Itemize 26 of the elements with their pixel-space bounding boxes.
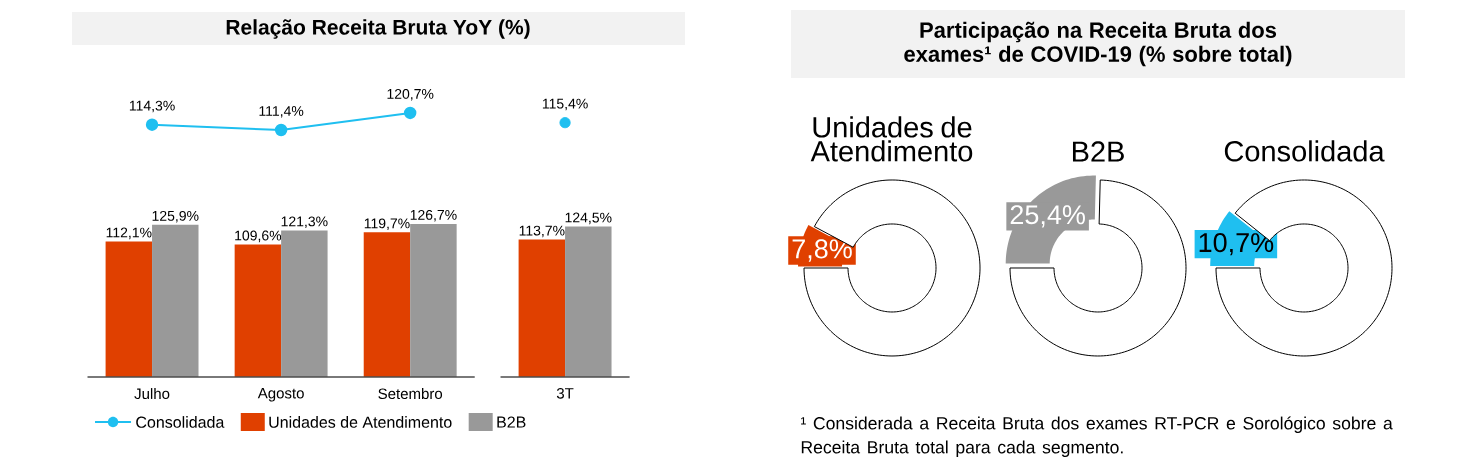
data-label: 121,3% bbox=[281, 216, 328, 229]
data-label: 120,7% bbox=[387, 88, 434, 101]
data-label: 109,6% bbox=[235, 230, 282, 243]
x-tick-label: Julho bbox=[134, 388, 170, 400]
legend-label: B2B bbox=[497, 416, 526, 428]
chart-title: Relação Receita Bruta YoY (%) bbox=[226, 19, 530, 39]
data-label: 114,3% bbox=[129, 100, 175, 113]
data-label: 111,4% bbox=[259, 106, 304, 118]
chart-title: Consolidada bbox=[1224, 140, 1385, 162]
data-label: 126,7% bbox=[410, 209, 457, 222]
x-tick-label: 3T bbox=[556, 388, 574, 399]
legend-label: Consolidada bbox=[136, 416, 225, 428]
data-label: 115,4% bbox=[542, 98, 588, 111]
legend-label: Unidades de Atendimento bbox=[269, 416, 452, 428]
chart-title: B2B bbox=[1072, 141, 1124, 162]
data-label: 113,7% bbox=[519, 225, 565, 238]
data-label: 125,9% bbox=[152, 210, 199, 223]
data-label: 25,4% bbox=[1010, 205, 1085, 228]
data-label: 119,7% bbox=[364, 218, 410, 230]
text: ¹ Considerada a Receita Bruta dos exames RT-PCR e Sorológico sobre a Receita Bruta total para cada segmento. bbox=[801, 416, 1393, 457]
text: Participação na Receita Bruta dos exames¹ de COVID-19 (% sobre total) bbox=[904, 21, 1292, 67]
data-label: 112,1% bbox=[106, 227, 152, 240]
data-label: 124,5% bbox=[565, 212, 612, 225]
chart-title: Unidades de Atendimento bbox=[810, 116, 973, 162]
x-tick-label: Setembro bbox=[378, 388, 443, 400]
x-tick-label: Agosto bbox=[257, 388, 304, 402]
